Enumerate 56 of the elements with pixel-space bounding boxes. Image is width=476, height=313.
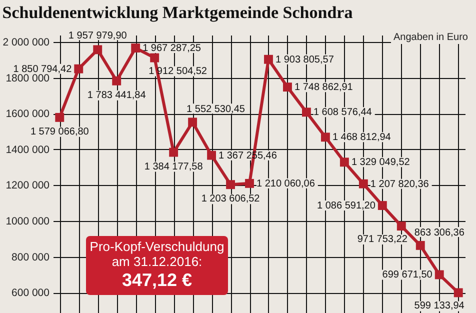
y-tick-label: 800 000 [12,251,50,264]
point [131,44,140,52]
point [320,132,330,142]
point [454,288,463,298]
data-label: 599 133,94 [414,300,465,312]
point [358,179,368,188]
point [150,53,160,62]
data-label: 1 329 049,52 [351,157,410,168]
data-label: 1 579 066,80 [30,126,90,138]
data-label: 1 957 979,90 [68,30,128,42]
point [302,108,311,117]
data-label: 1 207 820,36 [370,178,430,190]
chart-title: Schuldenentwicklung Marktgemeinde Schondra [2,3,354,22]
point [55,112,64,122]
annotation: Angaben in Euro [391,31,470,44]
data-label: 1 203 606,52 [201,194,260,205]
point [378,201,387,210]
data-label: 1 748 862,91 [294,82,354,94]
data-label: 1 850 794,42 [13,64,72,75]
y-tick-label: 600 000 [12,287,50,300]
point [245,178,254,188]
data-label: 1 210 060,06 [256,178,316,190]
annotation: Pro-Kopf-Verschuldung [88,239,226,254]
point [264,54,273,64]
data-label: 1 552 530,45 [186,104,246,116]
point [74,64,84,74]
point [434,270,444,280]
data-label: 1 468 812,94 [332,132,392,144]
y-tick-label: 2 000 000 [2,36,50,49]
point [416,240,425,250]
point [396,222,406,231]
data-label: 971 753,22 [357,234,408,246]
point [93,45,102,54]
data-label: 699 671,50 [382,270,433,281]
data-label: 1 903 805,57 [275,54,334,66]
data-label: 863 306,36 [414,227,465,238]
data-label: 1 783 441,84 [87,90,146,101]
y-tick-label: 1400 000 [6,144,50,156]
data-label: 1 608 576,44 [313,107,372,118]
annotation: 347,12 € [120,269,194,291]
y-tick-label: 1000 000 [6,216,50,228]
note-box: Pro-Kopf-Verschuldung am 31.12.2016: 347,12 € [86,236,228,295]
annotation: am 31.12.2016: [110,254,204,269]
y-tick-label: 1200 000 [6,180,50,192]
y-tick-label: 1600 000 [6,108,50,120]
point [283,82,292,92]
y-tick-label: 1800 000 [6,72,50,84]
data-label: 1 384 177,58 [144,161,204,172]
data-label: 1 086 591,20 [317,200,376,212]
point [207,150,216,160]
data-label: 1 967 287,25 [142,43,202,54]
point [226,180,235,190]
point [112,76,122,86]
point [340,158,349,167]
point [169,148,178,157]
point [188,118,198,127]
